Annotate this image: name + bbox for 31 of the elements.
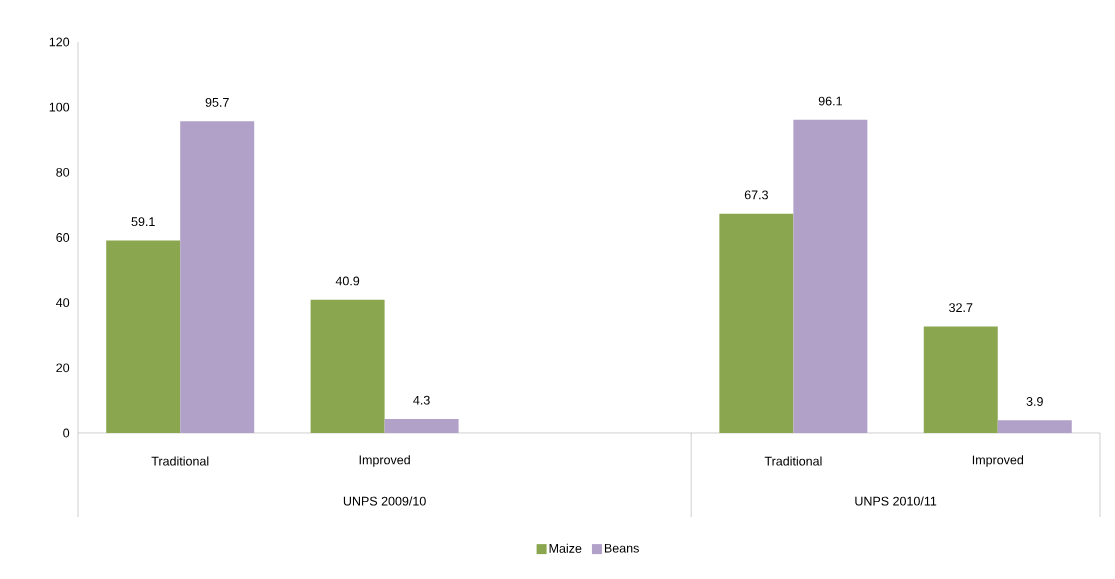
bar — [719, 213, 794, 433]
data-label: 3.9 — [1026, 397, 1043, 406]
y-tick-label: 20 — [56, 363, 70, 373]
legend-label: Beans — [604, 543, 639, 553]
x-tick-label: Traditional — [151, 456, 209, 466]
bar — [923, 326, 998, 433]
y-tick-label: 120 — [49, 37, 70, 47]
y-tick-label: 60 — [56, 233, 70, 242]
data-label: 96.1 — [818, 96, 842, 106]
x-tick-label: Improved — [359, 455, 410, 467]
y-tick-label: 40 — [56, 298, 70, 308]
text: UNPS 2009/10 — [343, 496, 426, 506]
bar — [997, 420, 1072, 433]
text: UNPS 2010/11 — [855, 496, 937, 506]
data-label: 40.9 — [335, 276, 360, 286]
bar — [310, 299, 385, 433]
bar — [180, 121, 255, 433]
y-tick-label: 100 — [49, 102, 70, 112]
data-label: 32.7 — [949, 303, 973, 313]
y-tick-label: 80 — [56, 167, 70, 177]
x-tick-label: Traditional — [764, 456, 822, 466]
x-tick-label: Improved — [972, 455, 1024, 467]
bar — [793, 119, 868, 433]
y-tick-label: 0 — [63, 428, 70, 438]
data-label: 59.1 — [131, 217, 155, 227]
bar — [106, 240, 181, 433]
bar — [384, 418, 459, 433]
data-label: 95.7 — [205, 97, 229, 107]
data-label: 67.3 — [744, 190, 768, 200]
legend-label: Maize — [549, 543, 582, 553]
data-label: 4.3 — [413, 395, 430, 405]
